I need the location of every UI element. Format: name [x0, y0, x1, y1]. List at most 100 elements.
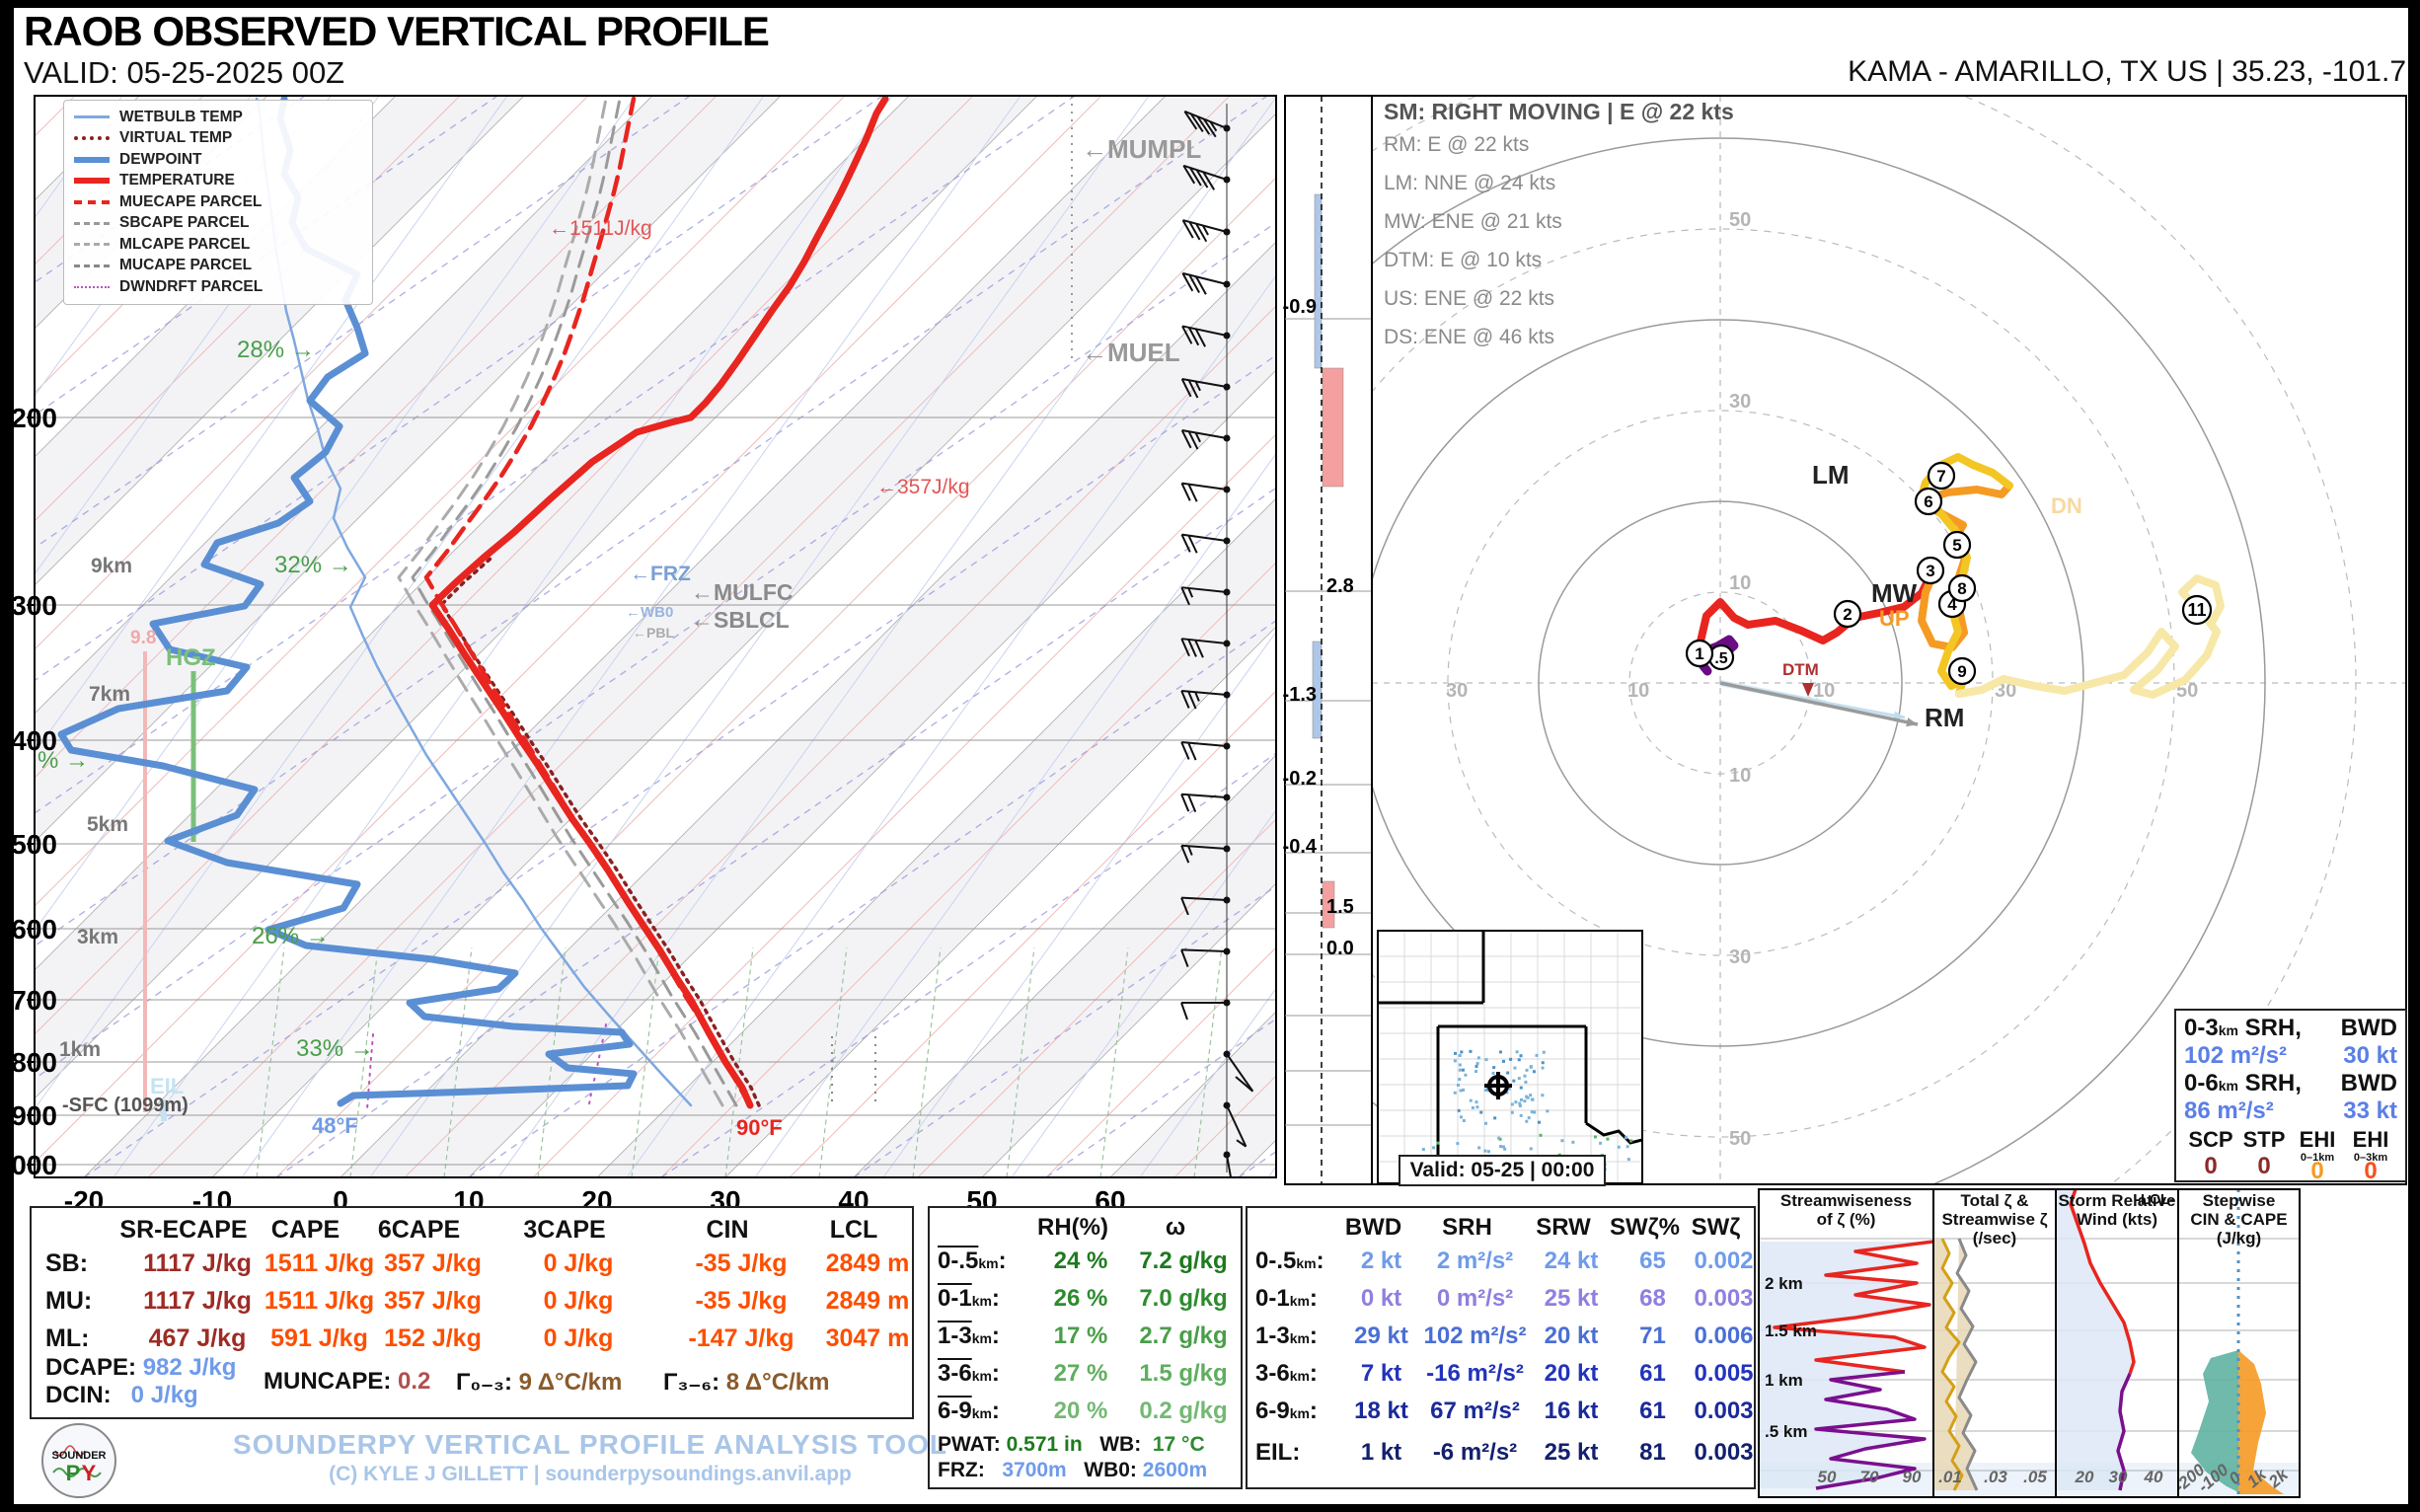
station-id: KAMA - AMARILLO, TX US | 35.23, -101.7 — [1848, 55, 2406, 88]
legend-item: DEWPOINT — [74, 149, 362, 171]
skewt-annotation: 9.8 — [130, 628, 156, 648]
panel-title: Total ζ & — [1961, 1191, 2029, 1210]
height-marker-label: 3 — [1926, 562, 1934, 580]
frz-row: FRZ: 3700m WB0: 2600m — [938, 1459, 1208, 1481]
kin-row: 3-6km: 7 kt -16 m²/s² 20 kt 61 0.005 — [1255, 1360, 1754, 1387]
panel-title: Stepwise — [2203, 1191, 2276, 1210]
hodo-9km-plus — [1955, 574, 2225, 699]
ring-label: 30 — [1729, 391, 1751, 413]
skewt-annotation: ←MUMPL — [1082, 134, 1201, 164]
valid-time: VALID: 05-25-2025 00Z — [24, 55, 345, 90]
dewpoint-trace — [57, 96, 638, 1107]
height-marker-label: .5 — [1714, 650, 1727, 667]
srh-0-6-value: 86 m²/s² — [2184, 1097, 2274, 1124]
wind-barb — [1223, 1050, 1254, 1093]
pwat-row: PWAT: 0.571 in WB: 17 °C — [938, 1433, 1205, 1456]
stp-col: STP 0 — [2242, 1127, 2286, 1179]
muncape: MUNCAPE: 0.2 — [264, 1368, 431, 1395]
col-srh: SRH — [1442, 1214, 1492, 1241]
height-marker-label: 5 — [1952, 536, 1961, 555]
omega-value: -0.2 — [1283, 768, 1317, 790]
bwd-0-6-label: BWD — [2340, 1070, 2397, 1096]
rh-row: 3-6km: 27 % 1.5 g/kg — [938, 1360, 1228, 1387]
dtm-marker — [1802, 683, 1814, 697]
ring-label: 10 — [1627, 680, 1649, 702]
height-marker-label: 7 — [1936, 467, 1945, 486]
ring-label: 10 — [1813, 680, 1835, 702]
pressure-tick: 200 — [11, 403, 57, 433]
col-bwd: BWD — [1344, 1214, 1402, 1241]
wind-barb — [1180, 482, 1231, 502]
srh-0-6-label: 0-6km SRH, — [2184, 1070, 2302, 1096]
rh-row: 0-.5km: 24 % 7.2 g/kg — [938, 1247, 1228, 1274]
omega-value: -1.3 — [1283, 684, 1317, 706]
rh-row: 0-1km: 26 % 7.0 g/kg — [938, 1285, 1228, 1312]
height-marker — [1947, 573, 1977, 603]
hodo-label: MW — [1871, 578, 1918, 608]
col-srw: SRW — [1536, 1214, 1591, 1241]
kin-row-eil: EIL: 1 kt -6 m²/s² 25 kt 81 0.003 — [1255, 1439, 1754, 1466]
wind-barb — [1223, 1101, 1248, 1148]
wind-barb — [1180, 844, 1231, 864]
panel-title: Streamwiseness — [1780, 1191, 1912, 1210]
lapse-0-3: Γ₀₋₃: 9 Δ°C/km — [456, 1369, 623, 1396]
rh-row: 6-9km: 20 % 0.2 g/kg — [938, 1398, 1228, 1424]
col-sr-ecape: SR-ECAPE — [119, 1216, 248, 1244]
thermo-row-mu: MU: 1117 J/kg 1511 J/kg 357 J/kg 0 J/kg … — [45, 1287, 910, 1315]
virtual-temp-trace — [439, 557, 761, 1107]
skewt-annotation: ←1511J/kg — [549, 217, 652, 240]
temperature-trace — [428, 96, 889, 1109]
hodo-label: RM — [1925, 703, 1964, 732]
height-marker-label: 11 — [2187, 600, 2206, 620]
skewt-annotation: 32% → — [274, 552, 352, 578]
ring-label: 10 — [1729, 572, 1751, 594]
skewt-annotation: -SFC (1099m) — [62, 1095, 189, 1116]
height-marker-label: 1 — [1695, 644, 1703, 663]
panel-title: Wind (kts) — [2077, 1210, 2157, 1229]
legend-item: VIRTUAL TEMP — [74, 128, 362, 150]
col-swzeta: SWζ — [1691, 1214, 1741, 1241]
inset-map — [1378, 931, 1642, 1183]
height-marker-label: 4 — [1947, 595, 1957, 614]
wind-barb — [1180, 896, 1231, 916]
svg-text:-LCL-: -LCL- — [2136, 1191, 2174, 1208]
panel-ylabel: 1 km — [1765, 1371, 1803, 1390]
pressure-tick: 300 — [11, 590, 57, 621]
mlcape-line-icon — [74, 243, 110, 247]
ring-label: 30 — [1729, 946, 1751, 968]
kinematics-table: BWD SRH SRW SWζ% SWζ 0-.5km: 2 kt 2 m²/s… — [1246, 1206, 1756, 1489]
sounderpy-logo: SOUNDER P Y — [41, 1423, 116, 1498]
height-marker-label: 9 — [1957, 662, 1966, 681]
ring-label: 50 — [1729, 1128, 1751, 1150]
skewt-annotation: 5km — [87, 813, 128, 836]
wind-barb — [1180, 378, 1231, 399]
wind-barb — [1182, 164, 1231, 190]
wind-barb — [1180, 689, 1231, 710]
panel-xtick: .05 — [2023, 1468, 2047, 1486]
col-omega: ω — [1165, 1214, 1186, 1241]
skewt-annotation: % → — [38, 747, 89, 774]
lapse-3-6: Γ₃₋₆: 8 Δ°C/km — [663, 1369, 830, 1396]
legend-item: DWNDRFT PARCEL — [74, 276, 362, 298]
wind-barb — [1180, 586, 1231, 606]
skewt-annotation: ←FRZ — [630, 563, 691, 585]
height-marker — [1833, 599, 1862, 629]
skewt-plot — [35, 96, 1276, 1177]
col-6cape: 6CAPE — [377, 1216, 461, 1244]
hodo-label: LM — [1812, 460, 1850, 490]
legend-item: SBCAPE PARCEL — [74, 213, 362, 235]
thermo-row-sb: SB: 1117 J/kg 1511 J/kg 357 J/kg 0 J/kg … — [45, 1249, 910, 1277]
panel-xtick: 90 — [1903, 1468, 1922, 1486]
height-marker-label: 8 — [1957, 579, 1966, 598]
storm-motion-block: SM: RIGHT MOVING | E @ 22 kts RM: E @ 22… — [1384, 99, 1734, 364]
panel-xtick: .01 — [1938, 1468, 1962, 1486]
skewt-annotation: ←SBLCL — [691, 607, 790, 633]
ehi-0-1-col: EHI 0–1km 0 — [2299, 1127, 2336, 1184]
bwd-0-6-value: 33 kt — [2343, 1097, 2397, 1124]
wind-barb — [1180, 429, 1231, 450]
panel-xtick: .03 — [1984, 1468, 2007, 1486]
panel-title: (J/kg) — [2217, 1229, 2261, 1247]
storm-motion-lm: LM: NNE @ 24 kts — [1384, 172, 1556, 194]
panel-ylabel: .5 km — [1765, 1422, 1807, 1441]
